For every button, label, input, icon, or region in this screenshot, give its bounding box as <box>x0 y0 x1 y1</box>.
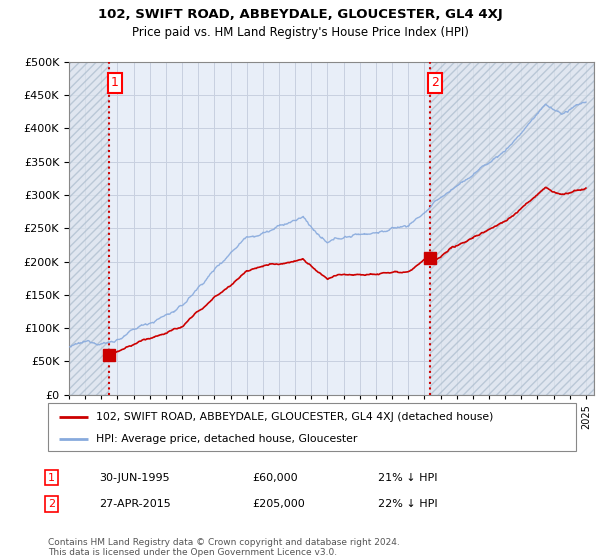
Text: 102, SWIFT ROAD, ABBEYDALE, GLOUCESTER, GL4 4XJ (detached house): 102, SWIFT ROAD, ABBEYDALE, GLOUCESTER, … <box>95 412 493 422</box>
Text: 2: 2 <box>431 76 439 90</box>
Text: 22% ↓ HPI: 22% ↓ HPI <box>378 499 437 509</box>
Text: 30-JUN-1995: 30-JUN-1995 <box>99 473 170 483</box>
Bar <box>69 62 109 395</box>
Text: 102, SWIFT ROAD, ABBEYDALE, GLOUCESTER, GL4 4XJ: 102, SWIFT ROAD, ABBEYDALE, GLOUCESTER, … <box>98 8 502 21</box>
FancyBboxPatch shape <box>48 403 576 451</box>
Text: £205,000: £205,000 <box>252 499 305 509</box>
Text: 1: 1 <box>48 473 55 483</box>
Text: 1: 1 <box>111 76 119 90</box>
Text: HPI: Average price, detached house, Gloucester: HPI: Average price, detached house, Glou… <box>95 434 357 444</box>
Text: Price paid vs. HM Land Registry's House Price Index (HPI): Price paid vs. HM Land Registry's House … <box>131 26 469 39</box>
Bar <box>430 62 594 395</box>
Text: 2: 2 <box>48 499 55 509</box>
Text: Contains HM Land Registry data © Crown copyright and database right 2024.
This d: Contains HM Land Registry data © Crown c… <box>48 538 400 557</box>
Text: 27-APR-2015: 27-APR-2015 <box>99 499 171 509</box>
Text: 21% ↓ HPI: 21% ↓ HPI <box>378 473 437 483</box>
Text: £60,000: £60,000 <box>252 473 298 483</box>
